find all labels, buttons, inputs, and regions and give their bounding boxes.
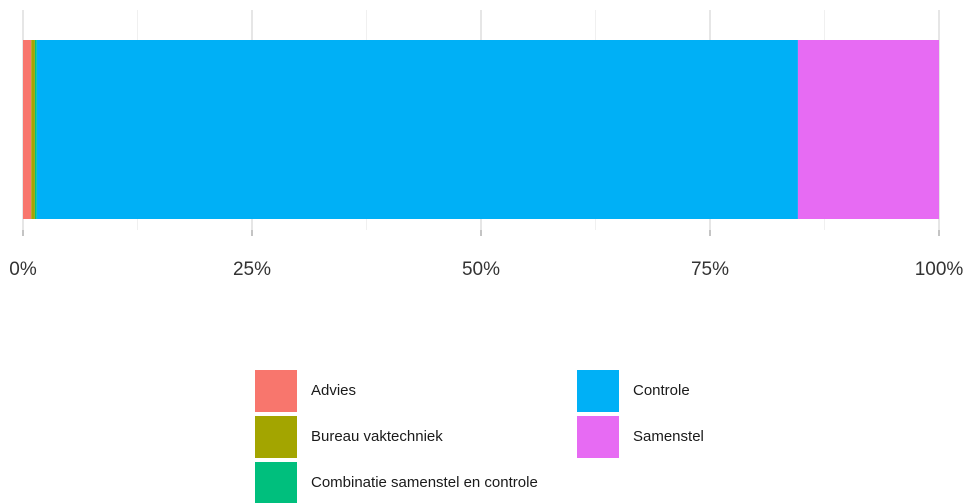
x-tick-label: 0% xyxy=(9,259,37,280)
x-tick-label: 100% xyxy=(915,259,964,280)
legend-label: Bureau vaktechniek xyxy=(311,428,443,445)
legend-label: Combinatie samenstel en controle xyxy=(311,474,538,491)
legend-key xyxy=(255,462,297,503)
bar-segment xyxy=(34,40,37,219)
x-tick-label: 25% xyxy=(233,259,271,280)
legend-label: Controle xyxy=(633,382,690,399)
legend-key xyxy=(255,416,297,458)
bar-segment xyxy=(797,40,939,219)
x-tick-label: 50% xyxy=(462,259,500,280)
legend-key xyxy=(255,370,297,412)
legend-label: Advies xyxy=(311,382,356,399)
legend-label: Samenstel xyxy=(633,428,704,445)
legend-key xyxy=(577,416,619,458)
legend-key xyxy=(577,370,619,412)
bar-segment xyxy=(23,40,32,219)
bar-segment xyxy=(36,40,798,219)
bar-segment xyxy=(31,40,35,219)
x-tick-label: 75% xyxy=(691,259,729,280)
